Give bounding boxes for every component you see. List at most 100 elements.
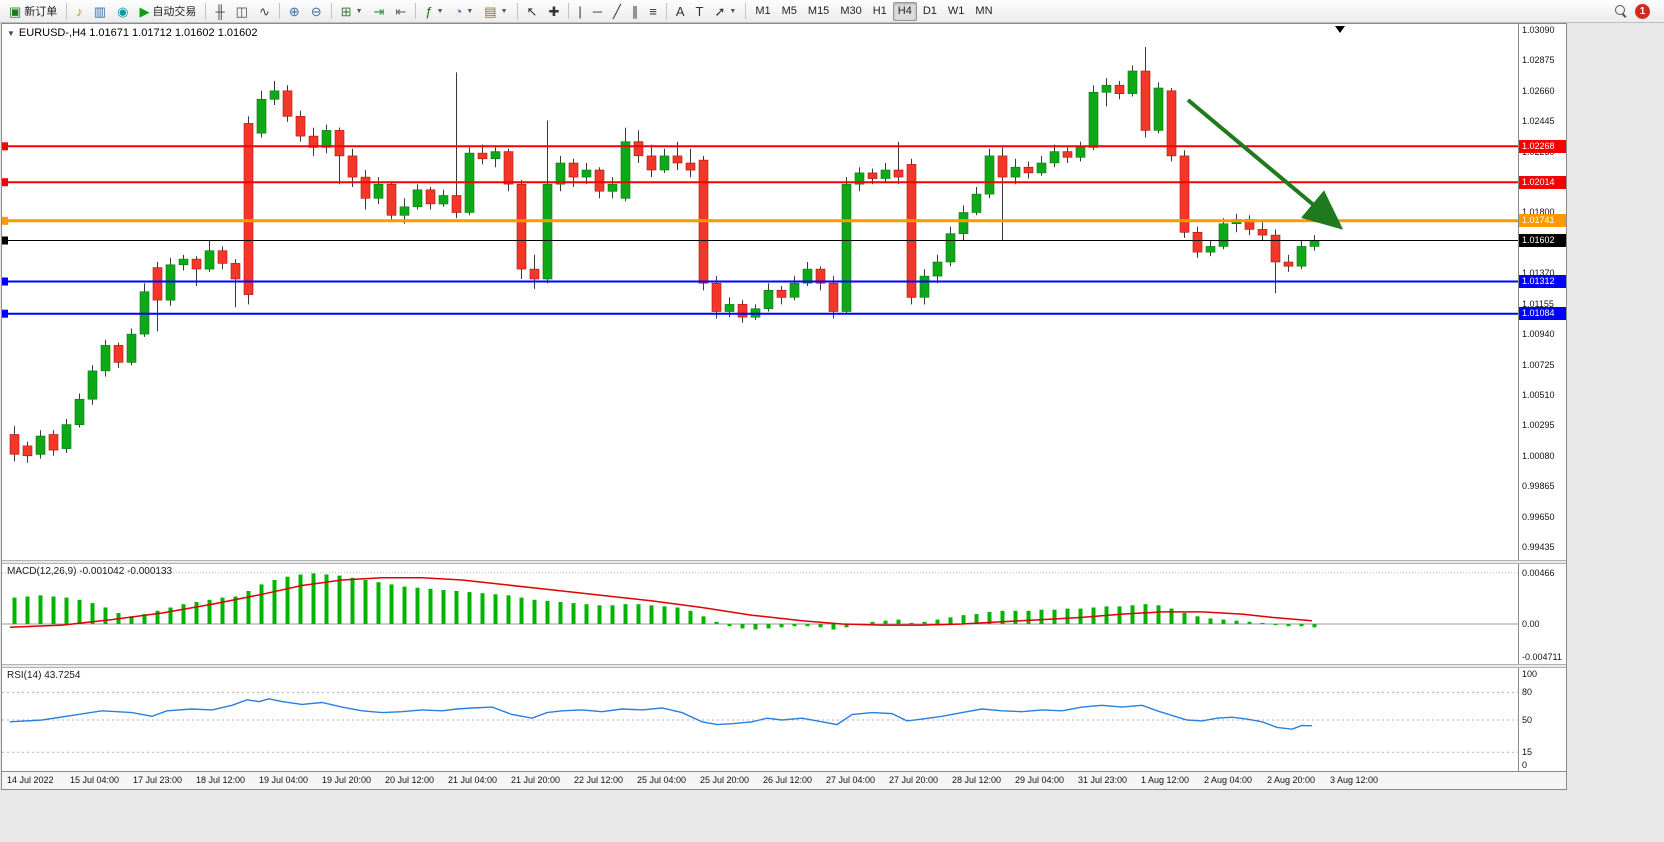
tf-m15-label: M15: [807, 5, 830, 17]
bar-chart-button[interactable]: ╫: [210, 2, 229, 21]
zoom-in-button[interactable]: ⊕: [284, 2, 305, 21]
one-click-trading-toggle[interactable]: ▼: [7, 29, 15, 38]
chart-open: 1.01671: [89, 27, 129, 39]
time-axis-label: 26 Jul 12:00: [763, 775, 813, 785]
tf-w1-label: W1: [947, 5, 965, 17]
chart-shift-icon: ⇤: [395, 3, 407, 19]
arrow-objects-button[interactable]: ➚ ▼: [710, 2, 742, 21]
price-scale-label: 1.02875: [1522, 55, 1555, 65]
time-axis-label: 25 Jul 20:00: [700, 775, 750, 785]
market-watch-button[interactable]: ▥: [89, 2, 111, 21]
macd-canvas[interactable]: [2, 564, 1518, 664]
text-label-button[interactable]: T: [691, 2, 709, 21]
macd-value-signal: -0.000133: [127, 566, 173, 577]
time-axis-label: 21 Jul 04:00: [448, 775, 498, 785]
price-badge-1.02014: 1.02014: [1519, 176, 1566, 189]
mql-community-icon: ◉: [117, 3, 129, 19]
fibonacci-button[interactable]: ≡: [644, 2, 662, 21]
macd-scale[interactable]: 0.00466 0.00 -0.004711: [1518, 564, 1566, 664]
macd-value-main: -0.001042: [79, 566, 125, 577]
chart-shift-button[interactable]: ⇤: [390, 2, 411, 21]
price-scale-label: 1.01800: [1522, 207, 1555, 217]
text-label-icon: T: [695, 3, 704, 19]
indicators-button[interactable]: ƒ ▼: [420, 2, 448, 21]
search-icon[interactable]: [1615, 5, 1627, 17]
time-axis-label: 15 Jul 04:00: [70, 775, 120, 785]
macd-name: MACD(12,26,9): [7, 566, 77, 577]
zoom-out-button[interactable]: ⊖: [306, 2, 327, 21]
vertical-line-button[interactable]: |: [573, 2, 586, 21]
templates-button[interactable]: ▤ ▼: [479, 2, 512, 21]
hline-left-marker: [2, 142, 8, 151]
time-axis[interactable]: 14 Jul 2022 15 Jul 04:00 17 Jul 23:00 18 Ju…: [2, 771, 1566, 789]
notification-badge[interactable]: 1: [1635, 3, 1650, 19]
rsi-scale[interactable]: 100 80 50 15 0: [1518, 668, 1566, 771]
candlestick-chart-icon: ◫: [235, 3, 248, 19]
time-axis-label: 2 Aug 04:00: [1204, 775, 1253, 785]
candlestick-chart-button[interactable]: ◫: [231, 2, 253, 21]
tf-h1-button[interactable]: H1: [868, 2, 892, 21]
alerts-button[interactable]: ♪: [71, 2, 88, 21]
macd-signal-line: [9, 577, 1313, 629]
price-scale-label: 1.00940: [1522, 329, 1555, 339]
line-chart-button[interactable]: ∿: [254, 2, 275, 21]
autotrading-button[interactable]: ▶ 自动交易: [134, 2, 201, 21]
rsi-label: RSI(14) 43.7254: [7, 670, 80, 681]
rsi-value: 43.7254: [44, 670, 81, 681]
tile-windows-button[interactable]: ⊞ ▼: [336, 2, 368, 21]
tf-m1-button[interactable]: M1: [750, 2, 775, 21]
cursor-icon: ↖: [526, 3, 538, 19]
trendline-button[interactable]: ╱: [608, 2, 626, 21]
cursor-button[interactable]: ↖: [522, 2, 543, 21]
templates-dropdown-icon[interactable]: ▼: [500, 7, 508, 15]
periods-dropdown-icon[interactable]: ▼: [466, 7, 474, 15]
price-badge-1.01602: 1.01602: [1519, 234, 1566, 247]
rsi-panel: RSI(14) 43.7254 100 80 50 15 0: [2, 668, 1566, 771]
indicators-dropdown-icon[interactable]: ▼: [436, 7, 444, 15]
tf-m5-button[interactable]: M5: [777, 2, 802, 21]
mql-community-button[interactable]: ◉: [112, 2, 133, 21]
text-button[interactable]: A: [671, 2, 690, 21]
panel-splitter[interactable]: [2, 560, 1566, 564]
rsi-canvas[interactable]: [2, 668, 1518, 771]
tf-h1-label: H1: [872, 5, 887, 17]
equidistant-channel-button[interactable]: ∥: [627, 2, 644, 21]
rsi-name: RSI(14): [7, 670, 42, 681]
price-scale-label: 1.01370: [1522, 268, 1555, 278]
time-axis-label: 22 Jul 12:00: [574, 775, 624, 785]
new-order-button[interactable]: ▣ 新订单: [4, 2, 62, 21]
tf-mn-button[interactable]: MN: [970, 2, 997, 21]
toolbar-separator: [415, 3, 417, 19]
auto-scroll-icon: ⇥: [373, 3, 385, 19]
price-scale[interactable]: 1.030901.028751.026601.024451.022301.020…: [1518, 24, 1566, 560]
tf-d1-button[interactable]: D1: [918, 2, 942, 21]
tf-h4-label: H4: [897, 5, 912, 17]
periods-button[interactable]: ◔ ▼: [450, 2, 479, 21]
time-axis-label: 17 Jul 23:00: [133, 775, 183, 785]
tf-m30-button[interactable]: M30: [835, 2, 866, 21]
tile-windows-dropdown-icon[interactable]: ▼: [355, 7, 363, 15]
toolbar-separator: [568, 3, 570, 19]
horizontal-line-button[interactable]: ─: [588, 2, 607, 21]
arrow-objects-dropdown-icon[interactable]: ▼: [729, 7, 737, 15]
new-order-label: 新订单: [24, 6, 58, 18]
hline-left-marker: [2, 216, 8, 225]
line-chart-icon: ∿: [258, 3, 270, 19]
chart-close: 1.01602: [217, 27, 258, 39]
chart-shift-marker[interactable]: [1335, 26, 1345, 33]
auto-scroll-button[interactable]: ⇥: [369, 2, 390, 21]
autotrading-label: 自动交易: [152, 6, 197, 18]
main-chart-canvas[interactable]: [2, 24, 1518, 560]
tf-w1-button[interactable]: W1: [943, 2, 970, 21]
macd-histogram: [12, 573, 1317, 630]
panel-splitter[interactable]: [2, 664, 1566, 668]
price-scale-label: 1.00725: [1522, 360, 1555, 370]
trend-arrow-object[interactable]: [1186, 98, 1344, 230]
crosshair-button[interactable]: ✚: [543, 2, 564, 21]
price-badge-1.01741: 1.01741: [1519, 214, 1566, 227]
tf-h4-button[interactable]: H4: [892, 1, 917, 21]
tf-m15-button[interactable]: M15: [803, 2, 834, 21]
vertical-line-icon: |: [578, 3, 582, 19]
hline-left-marker: [2, 178, 8, 187]
bar-chart-icon: ╫: [215, 3, 225, 19]
